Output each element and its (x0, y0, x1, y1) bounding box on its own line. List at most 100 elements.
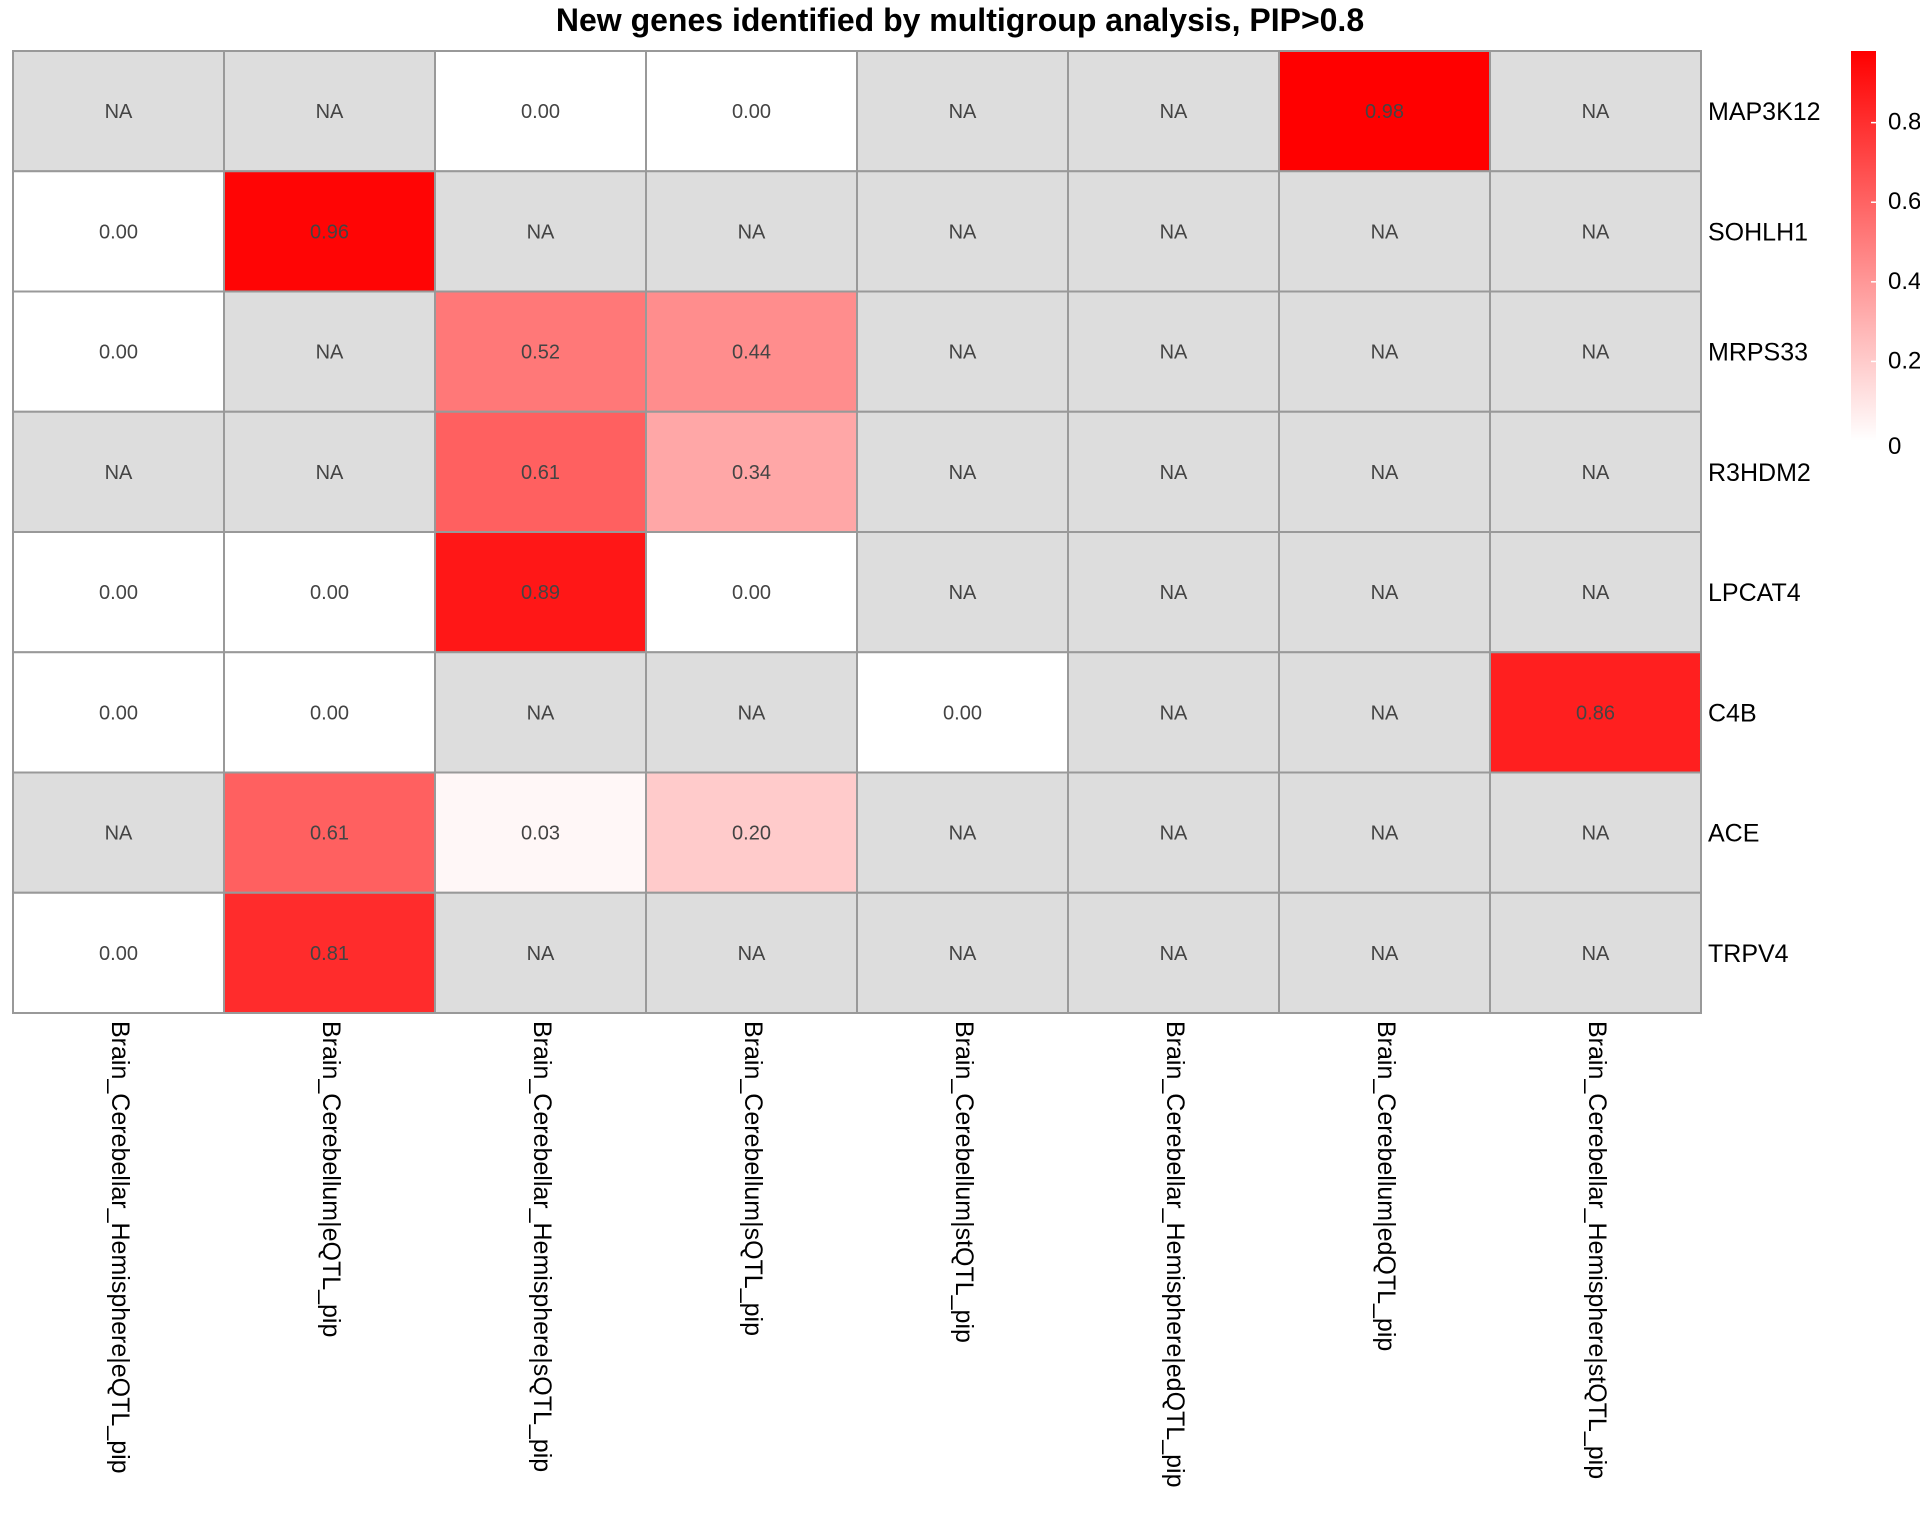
cell-value-label: NA (527, 943, 555, 965)
heatmap-cell (856, 531, 1069, 654)
cell-value-label: NA (949, 943, 977, 965)
cell-value-label: NA (1371, 823, 1399, 845)
row-label: R3HDM2 (1708, 459, 1811, 487)
heatmap-cell (12, 410, 225, 533)
heatmap-cell (1278, 290, 1491, 413)
cell-value-label: NA (1160, 462, 1188, 484)
heatmap-cell (12, 50, 225, 173)
heatmap-cell (1067, 50, 1280, 173)
heatmap-cell (223, 891, 436, 1014)
heatmap-cell (856, 170, 1069, 293)
cell-value-label: NA (1582, 342, 1610, 364)
heatmap-cell (434, 891, 647, 1014)
row-label: MRPS33 (1708, 339, 1808, 367)
legend-tick-label: 0.4 (1888, 268, 1920, 295)
legend-tick-label: 0.8 (1888, 109, 1920, 136)
legend-tick-label: 0.2 (1888, 347, 1920, 374)
cell-value-label: NA (1160, 823, 1188, 845)
heatmap-cell (856, 771, 1069, 894)
heatmap-cell (645, 891, 858, 1014)
cell-value-label: NA (527, 221, 555, 243)
cell-value-label: NA (949, 101, 977, 123)
cell-value-label: 0.81 (310, 943, 349, 965)
heatmap-cell (1489, 531, 1702, 654)
row-label: SOHLH1 (1708, 218, 1808, 246)
cell-value-label: NA (1371, 462, 1399, 484)
cell-value-label: NA (1371, 582, 1399, 604)
cell-value-label: NA (1582, 462, 1610, 484)
cell-value-label: 0.00 (943, 702, 982, 724)
heatmap-cell (1489, 771, 1702, 894)
heatmap-cell (1489, 50, 1702, 173)
cell-value-label: NA (105, 462, 133, 484)
heatmap-cell (1489, 651, 1702, 774)
cell-value-label: 0.00 (99, 702, 138, 724)
row-labels: MAP3K12 SOHLH1 MRPS33 R3HDM2 LPCAT4 C4B ACE TRP… (1708, 98, 1821, 968)
cell-value-label: NA (1371, 702, 1399, 724)
column-label: Brain_Cerebellum|eQTL_pip (317, 1021, 345, 1337)
cell-value-label: 0.00 (99, 582, 138, 604)
cell-value-label: NA (1371, 943, 1399, 965)
cell-value-label: NA (105, 823, 133, 845)
cell-value-label: NA (1160, 943, 1188, 965)
cell-value-label: NA (1582, 943, 1610, 965)
cell-value-label: 0.00 (732, 582, 771, 604)
heatmap-cell (1067, 290, 1280, 413)
heatmap-cell (856, 290, 1069, 413)
cell-value-label: 0.00 (310, 582, 349, 604)
cell-value-label: NA (1160, 342, 1188, 364)
heatmap-cell (645, 410, 858, 533)
cell-value-label: NA (316, 101, 344, 123)
legend-color-bar (1851, 51, 1876, 441)
cell-value-label: 0.96 (310, 221, 349, 243)
cell-value-label: 0.61 (521, 462, 560, 484)
column-label: Brain_Cerebellar_Hemisphere|sQTL_pip (528, 1021, 556, 1472)
heatmap-cell (1489, 891, 1702, 1014)
cell-value-label: NA (105, 101, 133, 123)
color-legend: 0 0.2 0.4 0.6 0.8 (1851, 51, 1920, 460)
row-label: TRPV4 (1708, 940, 1789, 968)
cell-value-label: 0.34 (732, 462, 771, 484)
heatmap-cell (1067, 170, 1280, 293)
heatmap-cell (12, 891, 225, 1014)
heatmap-cell (12, 290, 225, 413)
heatmap-cell (645, 531, 858, 654)
cell-value-label: NA (949, 221, 977, 243)
heatmap-cell (645, 50, 858, 173)
heatmap-cell (223, 170, 436, 293)
row-label: C4B (1708, 699, 1757, 727)
heatmap-cell (1067, 891, 1280, 1014)
heatmap-cell (223, 651, 436, 774)
heatmap-cell (856, 50, 1069, 173)
heatmap-cell (434, 410, 647, 533)
heatmap-cell (856, 410, 1069, 533)
column-label: Brain_Cerebellum|sQTL_pip (739, 1021, 767, 1336)
cell-value-label: 0.98 (1365, 101, 1404, 123)
cell-value-label: 0.20 (732, 823, 771, 845)
cell-value-label: NA (1371, 342, 1399, 364)
cell-value-label: 0.03 (521, 823, 560, 845)
heatmap-cells: NA NA 0.00 0.00 NA NA 0.98 NA 0.00 0.96 NA NA NA NA NA… (12, 50, 1702, 1014)
cell-value-label: NA (949, 462, 977, 484)
legend-tick-label: 0 (1888, 433, 1901, 460)
cell-value-label: 0.00 (99, 943, 138, 965)
heatmap-cell (434, 651, 647, 774)
column-label: Brain_Cerebellum|edQTL_pip (1372, 1021, 1400, 1351)
heatmap-cell (223, 50, 436, 173)
heatmap-cell (1278, 651, 1491, 774)
cell-value-label: NA (527, 702, 555, 724)
cell-value-label: 0.00 (521, 101, 560, 123)
column-labels: Brain_Cerebellar_Hemisphere|eQTL_pip Brai… (106, 1021, 1611, 1487)
cell-value-label: 0.00 (99, 342, 138, 364)
cell-value-label: NA (316, 342, 344, 364)
heatmap-cell (1067, 771, 1280, 894)
cell-value-label: NA (1371, 221, 1399, 243)
heatmap-cell (434, 531, 647, 654)
heatmap-cell (434, 771, 647, 894)
heatmap-cell (1489, 290, 1702, 413)
heatmap-cell (1489, 170, 1702, 293)
heatmap-cell (1067, 651, 1280, 774)
cell-value-label: NA (1582, 101, 1610, 123)
cell-value-label: NA (1160, 221, 1188, 243)
cell-value-label: 0.61 (310, 823, 349, 845)
